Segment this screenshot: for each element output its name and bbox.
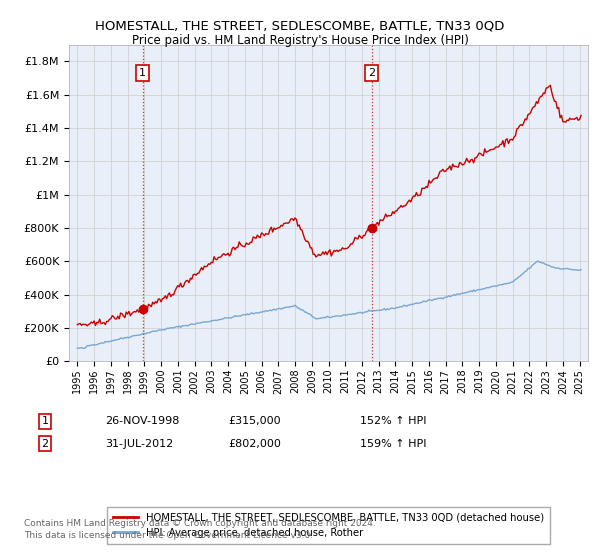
Text: Price paid vs. HM Land Registry's House Price Index (HPI): Price paid vs. HM Land Registry's House … [131, 34, 469, 46]
Text: 159% ↑ HPI: 159% ↑ HPI [360, 438, 427, 449]
Text: 1: 1 [139, 68, 146, 78]
Text: 152% ↑ HPI: 152% ↑ HPI [360, 416, 427, 426]
Text: 26-NOV-1998: 26-NOV-1998 [105, 416, 179, 426]
Text: HOMESTALL, THE STREET, SEDLESCOMBE, BATTLE, TN33 0QD: HOMESTALL, THE STREET, SEDLESCOMBE, BATT… [95, 20, 505, 32]
Text: £802,000: £802,000 [228, 438, 281, 449]
Text: 31-JUL-2012: 31-JUL-2012 [105, 438, 173, 449]
Text: £315,000: £315,000 [228, 416, 281, 426]
Text: 1: 1 [41, 416, 49, 426]
Legend: HOMESTALL, THE STREET, SEDLESCOMBE, BATTLE, TN33 0QD (detached house), HPI: Aver: HOMESTALL, THE STREET, SEDLESCOMBE, BATT… [107, 507, 550, 544]
Text: 2: 2 [41, 438, 49, 449]
Text: 2: 2 [368, 68, 375, 78]
Text: Contains HM Land Registry data © Crown copyright and database right 2024.
This d: Contains HM Land Registry data © Crown c… [24, 519, 376, 540]
